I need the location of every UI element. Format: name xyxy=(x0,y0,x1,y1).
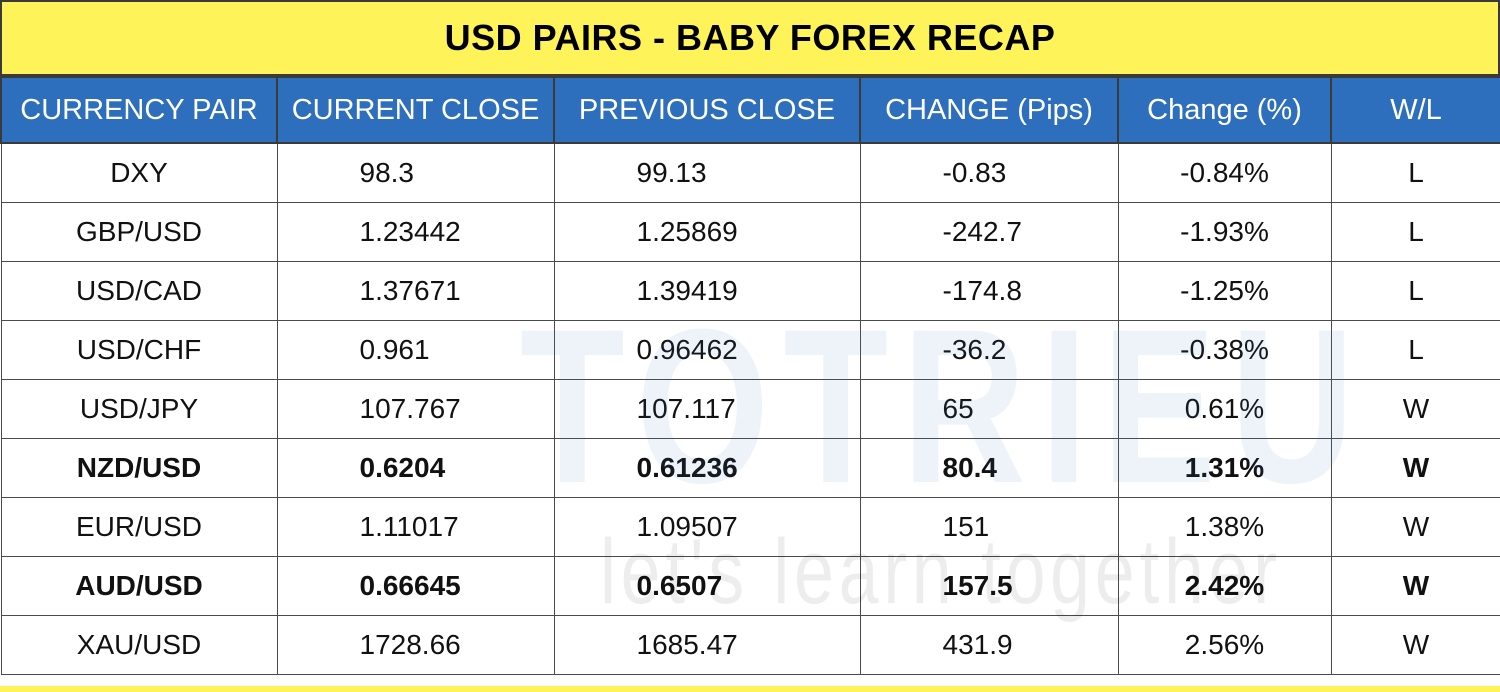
cell-current-close: 1728.66 xyxy=(276,615,555,675)
col-header-change-percent: Change (%) xyxy=(1117,76,1332,144)
table-row: GBP/USD 1.23442 1.25869 -242.7 -1.93% L xyxy=(0,202,1500,262)
cell-previous-close: 99.13 xyxy=(553,142,861,203)
cell-change-pips: -242.7 xyxy=(859,202,1119,262)
cell-win-loss: L xyxy=(1330,320,1500,380)
cell-current-close: 1.11017 xyxy=(276,497,555,557)
cell-change-percent: 1.31% xyxy=(1117,438,1332,498)
bottom-border-strip xyxy=(0,686,1500,692)
cell-change-pips: -174.8 xyxy=(859,261,1119,321)
cell-previous-close: 1685.47 xyxy=(553,615,861,675)
cell-change-percent: 2.56% xyxy=(1117,615,1332,675)
cell-previous-close: 0.96462 xyxy=(553,320,861,380)
cell-pair: USD/CAD xyxy=(0,261,278,321)
cell-pair: NZD/USD xyxy=(0,438,278,498)
cell-current-close: 1.23442 xyxy=(276,202,555,262)
table-row: XAU/USD 1728.66 1685.47 431.9 2.56% W xyxy=(0,615,1500,675)
cell-previous-close: 1.39419 xyxy=(553,261,861,321)
cell-current-close: 107.767 xyxy=(276,379,555,439)
cell-change-pips: 157.5 xyxy=(859,556,1119,616)
table-row: USD/CHF 0.961 0.96462 -36.2 -0.38% L xyxy=(0,320,1500,380)
table-row: USD/CAD 1.37671 1.39419 -174.8 -1.25% L xyxy=(0,261,1500,321)
cell-pair: GBP/USD xyxy=(0,202,278,262)
cell-pair: XAU/USD xyxy=(0,615,278,675)
cell-change-percent: -1.93% xyxy=(1117,202,1332,262)
cell-change-percent: -0.84% xyxy=(1117,142,1332,203)
col-header-win-loss: W/L xyxy=(1330,76,1500,144)
col-header-change-pips: CHANGE (Pips) xyxy=(859,76,1119,144)
cell-win-loss: W xyxy=(1330,615,1500,675)
cell-previous-close: 0.6507 xyxy=(553,556,861,616)
cell-previous-close: 1.25869 xyxy=(553,202,861,262)
col-header-current-close: CURRENT CLOSE xyxy=(276,76,555,144)
table-row: NZD/USD 0.6204 0.61236 80.4 1.31% W xyxy=(0,438,1500,498)
cell-change-pips: -36.2 xyxy=(859,320,1119,380)
cell-previous-close: 107.117 xyxy=(553,379,861,439)
table-row: DXY 98.3 99.13 -0.83 -0.84% L xyxy=(0,142,1500,203)
cell-win-loss: L xyxy=(1330,261,1500,321)
col-header-currency-pair: CURRENCY PAIR xyxy=(0,76,278,144)
cell-current-close: 0.961 xyxy=(276,320,555,380)
cell-change-pips: 65 xyxy=(859,379,1119,439)
cell-current-close: 1.37671 xyxy=(276,261,555,321)
cell-change-percent: 0.61% xyxy=(1117,379,1332,439)
table-row: EUR/USD 1.11017 1.09507 151 1.38% W xyxy=(0,497,1500,557)
cell-change-pips: 151 xyxy=(859,497,1119,557)
cell-current-close: 0.6204 xyxy=(276,438,555,498)
col-header-previous-close: PREVIOUS CLOSE xyxy=(553,76,861,144)
table-row: USD/JPY 107.767 107.117 65 0.61% W xyxy=(0,379,1500,439)
cell-change-pips: 80.4 xyxy=(859,438,1119,498)
cell-current-close: 98.3 xyxy=(276,142,555,203)
cell-current-close: 0.66645 xyxy=(276,556,555,616)
cell-change-percent: 1.38% xyxy=(1117,497,1332,557)
cell-change-pips: 431.9 xyxy=(859,615,1119,675)
cell-change-percent: -0.38% xyxy=(1117,320,1332,380)
cell-pair: EUR/USD xyxy=(0,497,278,557)
cell-change-percent: -1.25% xyxy=(1117,261,1332,321)
header-row: CURRENCY PAIR CURRENT CLOSE PREVIOUS CLO… xyxy=(0,76,1500,144)
cell-win-loss: W xyxy=(1330,556,1500,616)
cell-previous-close: 1.09507 xyxy=(553,497,861,557)
forex-recap-table: CURRENCY PAIR CURRENT CLOSE PREVIOUS CLO… xyxy=(0,76,1500,675)
cell-change-percent: 2.42% xyxy=(1117,556,1332,616)
cell-change-pips: -0.83 xyxy=(859,142,1119,203)
cell-pair: USD/JPY xyxy=(0,379,278,439)
table-title: USD PAIRS - BABY FOREX RECAP xyxy=(0,0,1500,76)
cell-pair: DXY xyxy=(0,142,278,203)
cell-pair: AUD/USD xyxy=(0,556,278,616)
cell-win-loss: L xyxy=(1330,142,1500,203)
cell-previous-close: 0.61236 xyxy=(553,438,861,498)
cell-win-loss: L xyxy=(1330,202,1500,262)
cell-pair: USD/CHF xyxy=(0,320,278,380)
table-row: AUD/USD 0.66645 0.6507 157.5 2.42% W xyxy=(0,556,1500,616)
cell-win-loss: W xyxy=(1330,438,1500,498)
cell-win-loss: W xyxy=(1330,379,1500,439)
cell-win-loss: W xyxy=(1330,497,1500,557)
